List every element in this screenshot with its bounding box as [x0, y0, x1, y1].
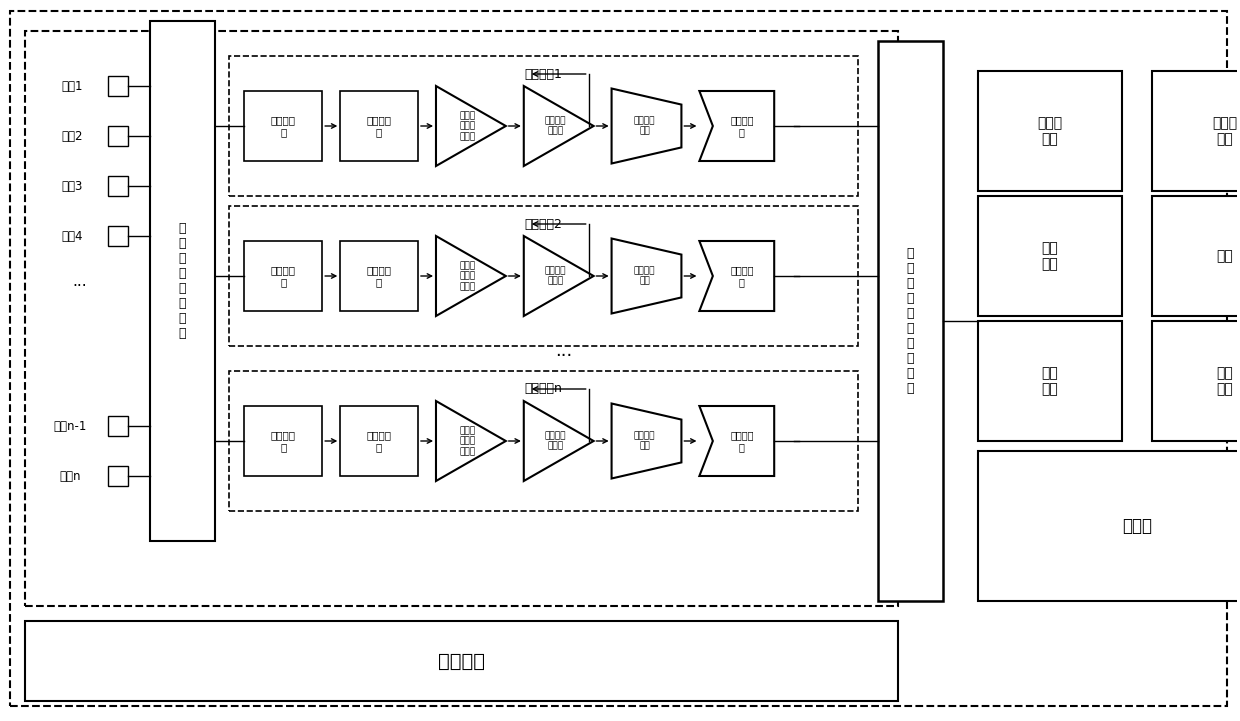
FancyBboxPatch shape: [244, 91, 322, 161]
Text: 电极4: 电极4: [61, 229, 83, 242]
FancyBboxPatch shape: [1152, 71, 1240, 191]
FancyBboxPatch shape: [977, 321, 1122, 441]
Text: 增益可调
放大器: 增益可调 放大器: [544, 266, 567, 286]
Text: 存储器: 存储器: [1122, 517, 1152, 535]
Text: 采集通道1: 采集通道1: [525, 68, 563, 81]
Text: ···: ···: [556, 347, 573, 365]
Polygon shape: [611, 404, 682, 479]
Text: 射频收
发机: 射频收 发机: [1211, 116, 1238, 146]
Text: 工频滤波
器: 工频滤波 器: [270, 115, 296, 137]
FancyBboxPatch shape: [150, 21, 215, 541]
Text: 近场收
发机: 近场收 发机: [1038, 116, 1063, 146]
FancyBboxPatch shape: [108, 76, 128, 96]
Text: 时钟: 时钟: [1216, 249, 1233, 263]
Text: 抗混叠滤
波器: 抗混叠滤 波器: [634, 266, 655, 286]
FancyBboxPatch shape: [340, 91, 418, 161]
Polygon shape: [699, 91, 774, 161]
Text: 模数转换
器: 模数转换 器: [730, 265, 754, 287]
FancyBboxPatch shape: [244, 241, 322, 311]
FancyBboxPatch shape: [878, 41, 942, 601]
Text: ···: ···: [72, 278, 87, 293]
Text: 抗混叠滤
波器: 抗混叠滤 波器: [634, 431, 655, 451]
Text: 低通滤波
器: 低通滤波 器: [367, 265, 392, 287]
Text: 工频滤波
器: 工频滤波 器: [270, 430, 296, 452]
Text: 可
编
程
电
极
选
择
器: 可 编 程 电 极 选 择 器: [179, 222, 186, 340]
Polygon shape: [611, 89, 682, 164]
Text: 电极1: 电极1: [61, 79, 83, 92]
Text: 抗混叠滤
波器: 抗混叠滤 波器: [634, 116, 655, 136]
Polygon shape: [436, 236, 506, 316]
Text: 电极n: 电极n: [60, 469, 81, 482]
FancyBboxPatch shape: [340, 406, 418, 476]
FancyBboxPatch shape: [108, 226, 128, 246]
FancyBboxPatch shape: [108, 176, 128, 196]
Text: 增益可调
放大器: 增益可调 放大器: [544, 116, 567, 136]
Text: 电极3: 电极3: [61, 180, 83, 193]
FancyBboxPatch shape: [977, 196, 1122, 316]
Text: 电极2: 电极2: [61, 130, 83, 143]
FancyBboxPatch shape: [244, 406, 322, 476]
Text: 电极n-1: 电极n-1: [53, 420, 87, 433]
FancyBboxPatch shape: [108, 466, 128, 486]
Text: 工频滤波
器: 工频滤波 器: [270, 265, 296, 287]
Text: 模数转换
器: 模数转换 器: [730, 115, 754, 137]
Text: 增益可调
放大器: 增益可调 放大器: [544, 431, 567, 451]
FancyBboxPatch shape: [340, 241, 418, 311]
Polygon shape: [436, 86, 506, 166]
Text: 参考
电路: 参考 电路: [1042, 366, 1059, 396]
Text: 采集通道2: 采集通道2: [525, 218, 563, 231]
Polygon shape: [611, 239, 682, 314]
Text: 低通滤波
器: 低通滤波 器: [367, 430, 392, 452]
FancyBboxPatch shape: [977, 71, 1122, 191]
Text: 采集通道n: 采集通道n: [525, 383, 563, 396]
Polygon shape: [699, 406, 774, 476]
FancyBboxPatch shape: [108, 416, 128, 436]
Text: 低通滤波
器: 低通滤波 器: [367, 115, 392, 137]
Polygon shape: [523, 401, 594, 481]
Text: 模数转换
器: 模数转换 器: [730, 430, 754, 452]
Text: 低噪声
低功耗
放大器: 低噪声 低功耗 放大器: [460, 261, 476, 291]
Polygon shape: [523, 86, 594, 166]
Polygon shape: [436, 401, 506, 481]
FancyBboxPatch shape: [108, 126, 128, 146]
Text: 专
用
心
电
信
号
处
理
电
路: 专 用 心 电 信 号 处 理 电 路: [906, 247, 914, 395]
FancyBboxPatch shape: [25, 621, 898, 701]
Text: 启动
电路: 启动 电路: [1216, 366, 1233, 396]
FancyBboxPatch shape: [1152, 196, 1240, 316]
Text: 低噪声
低功耗
放大器: 低噪声 低功耗 放大器: [460, 111, 476, 141]
Text: 电源
管理: 电源 管理: [1042, 241, 1059, 271]
Polygon shape: [699, 241, 774, 311]
FancyBboxPatch shape: [1152, 321, 1240, 441]
Text: 控制单元: 控制单元: [438, 652, 485, 671]
Text: 低噪声
低功耗
放大器: 低噪声 低功耗 放大器: [460, 426, 476, 456]
Polygon shape: [523, 236, 594, 316]
FancyBboxPatch shape: [977, 451, 1240, 601]
